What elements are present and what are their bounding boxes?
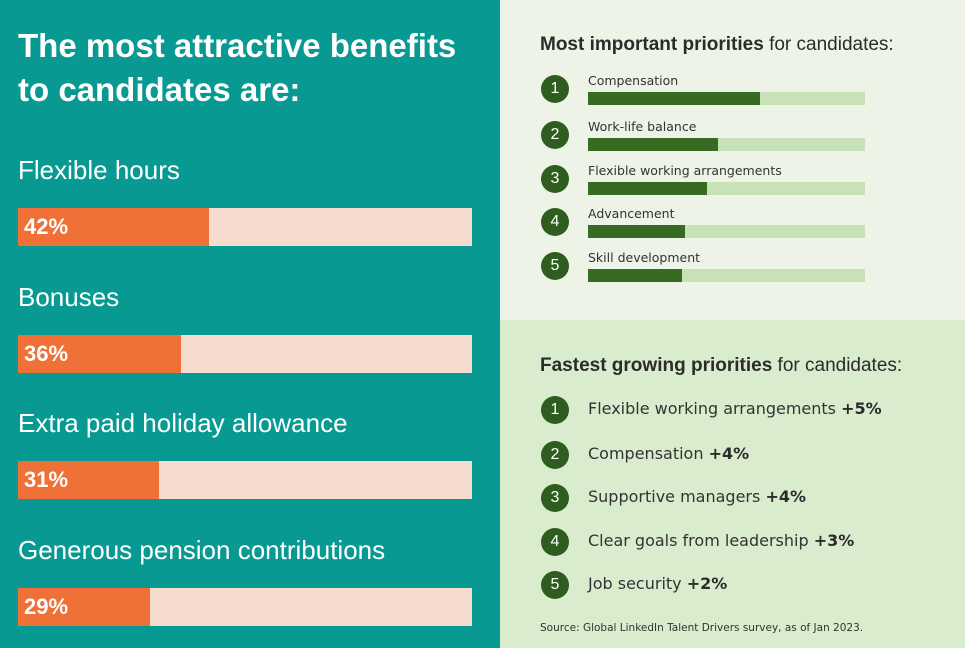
benefit-value-label: 31% [24, 467, 69, 492]
benefit-bar-track: 29% [18, 588, 472, 626]
priority-bar [588, 138, 719, 151]
rank-badge: 5 [541, 571, 569, 599]
priorities-title-bold: Most important priorities [540, 34, 764, 55]
growing-item: Compensation +4% [588, 444, 749, 463]
rank-badge: 3 [541, 165, 569, 193]
priority-bar [588, 182, 708, 195]
growing-title-bold: Fastest growing priorities [540, 355, 773, 376]
rank-badge: 4 [541, 528, 569, 556]
priority-label: Work-life balance [588, 119, 697, 134]
growing-item: Supportive managers +4% [588, 487, 806, 506]
priority-bar [588, 225, 685, 238]
benefit-bar [18, 461, 159, 499]
benefit-label: Extra paid holiday allowance [18, 408, 348, 438]
growing-item: Clear goals from leadership +3% [588, 531, 854, 550]
growing-item: Job security +2% [588, 574, 727, 593]
growing-title: Fastest growing priorities for candidate… [540, 355, 902, 377]
benefit-value-label: 36% [24, 341, 69, 366]
priority-label: Skill development [588, 250, 701, 265]
priority-bar [588, 269, 683, 282]
benefit-label: Generous pension contributions [18, 535, 386, 565]
benefit-bar-track: 31% [18, 461, 472, 499]
growing-item-delta: +4% [765, 487, 807, 506]
growing-item-label: Supportive managers [588, 487, 766, 506]
growing-priorities-panel [500, 320, 965, 648]
benefit-bar-track: 42% [18, 208, 472, 246]
benefit-label: Flexible hours [18, 155, 180, 185]
rank-badge: 3 [541, 484, 569, 512]
benefit-label: Bonuses [18, 282, 120, 312]
growing-item-label: Compensation [588, 444, 704, 463]
priority-label: Compensation [588, 73, 679, 88]
growing-item-delta: +3% [813, 531, 855, 550]
rank-badge: 1 [541, 396, 569, 424]
benefit-value-label: 42% [24, 214, 69, 239]
benefit-bar [18, 335, 182, 373]
priority-bar-track [588, 92, 865, 105]
growing-item-label: Job security [588, 574, 682, 593]
rank-badge: 2 [541, 121, 569, 149]
growing-item-label: Clear goals from leadership [588, 531, 809, 550]
benefits-panel [0, 0, 500, 648]
source-note: Source: Global LinkedIn Talent Drivers s… [540, 622, 864, 634]
rank-badge: 1 [541, 75, 569, 103]
priorities-panel [500, 0, 965, 320]
priority-label: Advancement [588, 206, 675, 221]
rank-badge: 4 [541, 208, 569, 236]
rank-badge: 2 [541, 441, 569, 469]
priority-bar-track [588, 269, 865, 282]
growing-item-delta: +4% [708, 444, 750, 463]
rank-badge: 5 [541, 252, 569, 280]
growing-item-delta: +2% [686, 574, 728, 593]
benefit-bar-track: 36% [18, 335, 472, 373]
benefits-title: The most attractive benefits to candidat… [18, 27, 457, 108]
growing-item: Flexible working arrangements +5% [588, 399, 882, 418]
growing-item-delta: +5% [841, 399, 882, 418]
growing-item-label: Flexible working arrangements [588, 399, 837, 418]
priorities-title-rest: for candidates: [763, 34, 894, 55]
priority-bar-track [588, 225, 865, 238]
benefit-bar [18, 588, 150, 626]
growing-title-rest: for candidates: [772, 355, 903, 376]
priority-bar-track [588, 138, 865, 151]
benefit-bar [18, 208, 209, 246]
priority-label: Flexible working arrangements [588, 163, 782, 178]
benefit-value-label: 29% [24, 594, 69, 619]
priority-bar-track [588, 182, 865, 195]
priorities-title: Most important priorities for candidates… [540, 34, 894, 56]
priority-bar [588, 92, 760, 105]
